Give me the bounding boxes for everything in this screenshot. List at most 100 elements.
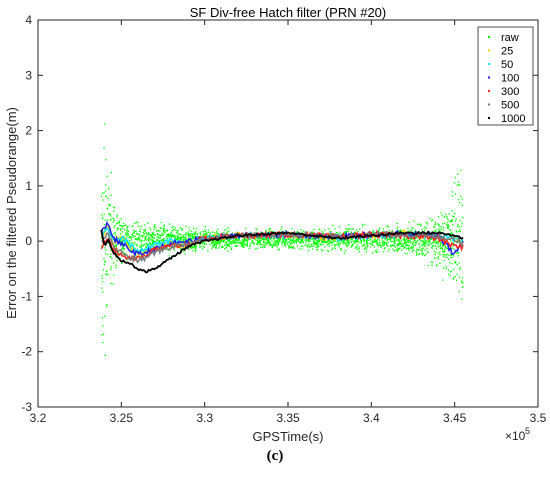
- raw-point: [340, 241, 343, 243]
- raw-point: [181, 229, 183, 231]
- raw-point: [209, 243, 211, 246]
- raw-point: [297, 240, 299, 242]
- raw-point: [455, 261, 457, 263]
- raw-point: [110, 268, 112, 270]
- raw-point: [135, 238, 137, 241]
- raw-point: [342, 240, 344, 243]
- raw-point: [105, 252, 107, 255]
- raw-point: [303, 237, 305, 239]
- raw-point: [298, 238, 300, 240]
- raw-point: [442, 223, 444, 225]
- raw-point: [206, 232, 208, 234]
- raw-point: [199, 231, 201, 233]
- raw-point: [274, 243, 277, 245]
- legend-label-300: 300: [501, 86, 519, 98]
- raw-point: [447, 269, 450, 271]
- raw-point: [175, 238, 177, 240]
- raw-point: [435, 230, 437, 233]
- raw-point: [296, 245, 299, 247]
- raw-point: [121, 244, 123, 246]
- raw-point: [203, 233, 205, 235]
- raw-point: [391, 244, 393, 246]
- raw-point: [354, 240, 357, 242]
- raw-point: [117, 221, 120, 224]
- raw-point: [458, 230, 460, 233]
- raw-point: [344, 232, 346, 234]
- raw-point: [125, 230, 128, 232]
- raw-point: [362, 239, 364, 241]
- raw-point: [421, 247, 423, 249]
- raw-point: [286, 243, 288, 246]
- raw-point: [180, 247, 182, 249]
- raw-point: [126, 232, 128, 235]
- raw-point: [404, 242, 406, 245]
- raw-point: [150, 243, 152, 245]
- raw-point: [206, 234, 208, 236]
- raw-point: [266, 242, 268, 244]
- raw-point: [165, 234, 168, 236]
- raw-point: [437, 243, 439, 246]
- raw-point: [462, 282, 464, 284]
- raw-point: [203, 246, 205, 248]
- raw-point: [429, 217, 431, 220]
- raw-point: [321, 239, 324, 241]
- raw-point: [163, 232, 165, 234]
- raw-point: [262, 241, 265, 244]
- x-tick-label: 3.4: [363, 411, 380, 425]
- raw-point: [148, 239, 150, 242]
- raw-point: [371, 243, 373, 245]
- raw-point: [334, 246, 336, 248]
- legend-label-500: 500: [501, 100, 519, 112]
- raw-point: [194, 244, 197, 247]
- raw-point: [369, 238, 372, 241]
- raw-point: [193, 235, 195, 238]
- raw-point: [103, 263, 106, 266]
- raw-point: [214, 246, 217, 248]
- raw-point: [258, 238, 260, 240]
- raw-point: [100, 245, 103, 247]
- raw-point: [124, 233, 127, 236]
- raw-point: [405, 247, 408, 250]
- raw-point: [178, 233, 181, 236]
- raw-point: [116, 259, 118, 262]
- raw-point: [135, 232, 138, 235]
- raw-point: [278, 248, 281, 250]
- raw-point: [236, 238, 238, 240]
- raw-point: [239, 242, 241, 244]
- raw-point: [131, 233, 133, 236]
- raw-point: [169, 240, 171, 242]
- raw-point: [217, 242, 219, 245]
- raw-point: [113, 217, 115, 220]
- raw-point: [104, 247, 106, 249]
- raw-point: [134, 222, 136, 224]
- raw-point: [274, 242, 276, 244]
- raw-point: [106, 270, 108, 273]
- raw-point: [191, 246, 194, 248]
- raw-point: [194, 246, 197, 248]
- raw-point: [206, 235, 208, 237]
- raw-point: [379, 244, 381, 246]
- raw-point: [189, 229, 191, 232]
- raw-point: [328, 245, 330, 247]
- raw-point: [154, 233, 156, 236]
- raw-point: [170, 231, 173, 234]
- raw-point: [106, 208, 109, 210]
- raw-point: [291, 238, 293, 241]
- raw-point: [177, 238, 179, 241]
- raw-point: [433, 230, 435, 232]
- raw-point: [418, 253, 421, 255]
- raw-point: [135, 221, 138, 223]
- raw-point: [377, 230, 379, 232]
- raw-point: [225, 228, 227, 231]
- raw-point: [151, 231, 154, 234]
- raw-point: [425, 241, 427, 243]
- raw-point: [320, 248, 323, 251]
- raw-point: [293, 239, 296, 241]
- raw-point: [101, 334, 103, 336]
- raw-point: [402, 245, 404, 247]
- raw-point: [140, 243, 143, 245]
- raw-point: [117, 227, 119, 229]
- raw-point: [423, 227, 425, 229]
- raw-point: [245, 240, 247, 242]
- raw-point: [152, 241, 154, 244]
